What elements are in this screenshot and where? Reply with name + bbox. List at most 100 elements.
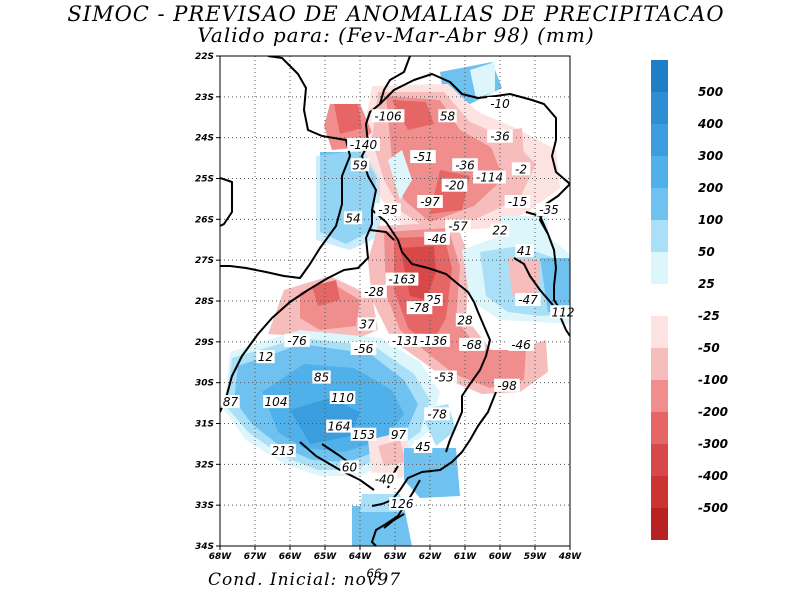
anomaly-value: -56 <box>354 342 374 356</box>
anomaly-region <box>388 150 412 200</box>
anomaly-label: -36 <box>487 129 513 144</box>
anomaly-value: 54 <box>345 211 360 225</box>
anomaly-region <box>334 104 362 134</box>
anomaly-label: -56 <box>350 342 377 356</box>
anomaly-label: -35 <box>375 203 401 217</box>
label-background <box>389 497 415 511</box>
anomaly-region <box>508 258 540 296</box>
legend-label-positive: 300 <box>698 149 723 163</box>
color-legend: 500 400 300 200 100 50 25 -25 -50 -100 -200 -300 -40… <box>651 60 728 540</box>
anomaly-label: -57 <box>445 219 471 234</box>
anomaly-label: -106 <box>371 109 405 123</box>
label-background <box>441 178 468 192</box>
anomaly-label: -46 <box>424 231 450 246</box>
anomaly-value: -136 <box>420 334 448 348</box>
anomaly-value: 66 <box>366 567 382 581</box>
anomaly-value: -28 <box>364 285 384 299</box>
anomaly-label: -98 <box>494 378 520 393</box>
label-background <box>389 427 408 441</box>
anomaly-value: 12 <box>258 350 273 364</box>
label-background <box>340 460 359 474</box>
anomaly-value: 126 <box>391 497 414 511</box>
anomaly-label: 153 <box>350 427 377 442</box>
map-title: SIMOC - PREVISAO DE ANOMALIAS DE PRECIPI… <box>67 2 725 26</box>
lat-tick-label: 31S <box>195 420 214 430</box>
lon-tick-label: 63W <box>384 552 408 562</box>
legend-label-negative: -300 <box>698 437 728 451</box>
label-background <box>350 342 377 355</box>
anomaly-label: 28 <box>455 313 475 327</box>
anomaly-label: -140 <box>347 137 380 152</box>
anomaly-value: -20 <box>445 179 465 193</box>
label-background <box>371 472 398 486</box>
label-background <box>413 440 433 453</box>
lat-tick-label: 28S <box>195 297 214 307</box>
label-background <box>511 162 531 176</box>
anomaly-value: -15 <box>508 195 528 209</box>
lat-tick-label: 33S <box>195 501 214 511</box>
label-background <box>350 158 370 172</box>
anomaly-value: 41 <box>517 244 532 258</box>
label-background <box>312 370 331 384</box>
anomaly-label: 37 <box>357 317 377 332</box>
lat-tick-label: 27S <box>195 256 214 266</box>
label-background <box>364 566 384 580</box>
anomaly-label: 126 <box>389 497 415 511</box>
label-background <box>417 333 450 347</box>
anomaly-value: -140 <box>350 138 378 152</box>
label-background <box>371 109 405 123</box>
anomaly-region <box>470 62 495 98</box>
anomaly-label: -78 <box>424 407 450 421</box>
anomaly-label: 58 <box>438 109 457 123</box>
anomaly-region <box>312 280 340 306</box>
anomaly-label: 45 <box>413 440 433 454</box>
label-background <box>431 370 457 384</box>
label-background <box>221 395 240 409</box>
border-line <box>220 177 233 227</box>
anomaly-label: -36 <box>452 158 478 172</box>
lon-tick-label: 61W <box>454 552 478 562</box>
label-background <box>329 391 356 404</box>
label-background <box>347 137 380 151</box>
label-background <box>417 195 443 208</box>
legend-swatch-positive <box>651 124 668 156</box>
label-background <box>487 97 513 110</box>
anomaly-value: 85 <box>314 371 329 385</box>
anomaly-value: -47 <box>518 293 538 307</box>
anomaly-label: 59 <box>350 158 370 172</box>
anomaly-value: -97 <box>420 195 440 209</box>
anomaly-label: -114 <box>473 170 506 185</box>
anomaly-value: 97 <box>391 428 407 442</box>
anomaly-label: 41 <box>515 244 534 258</box>
border-line <box>299 441 375 491</box>
anomaly-label: -136 <box>417 333 450 348</box>
border-line <box>371 479 421 546</box>
lat-tick-label: 22S <box>195 52 214 62</box>
anomaly-value-labels: -106 58-10-36-14059-51-36-114-2-20-35-97-… <box>221 97 576 581</box>
anomaly-label: -163 <box>385 272 419 287</box>
lon-tick-label: 60W <box>489 552 513 562</box>
anomaly-label: 54 <box>343 211 363 225</box>
anomaly-label: 22 <box>490 223 510 238</box>
anomaly-label: 164 <box>326 419 352 434</box>
anomaly-value: 59 <box>352 158 367 172</box>
label-background <box>536 203 562 217</box>
label-background <box>455 313 475 327</box>
lon-tick-label: 65W <box>314 552 338 562</box>
legend-swatch-positive <box>651 60 668 92</box>
anomaly-value: -46 <box>511 338 531 352</box>
border-line <box>220 56 351 279</box>
label-background <box>494 378 520 392</box>
anomaly-label: -46 <box>508 337 534 352</box>
anomaly-value: -36 <box>455 158 475 172</box>
legend-label-negative: -25 <box>698 309 720 323</box>
anomaly-value: 22 <box>492 224 507 238</box>
legend-swatch-positive <box>651 220 668 252</box>
lat-tick-label: 24S <box>195 134 214 144</box>
legend-label-positive: 500 <box>698 85 723 99</box>
label-background <box>343 211 363 225</box>
anomaly-label: 60 <box>340 460 359 474</box>
anomaly-value: 60 <box>342 460 358 474</box>
anomaly-label: -10 <box>487 97 513 111</box>
lon-tick-label: 59W <box>524 552 548 562</box>
